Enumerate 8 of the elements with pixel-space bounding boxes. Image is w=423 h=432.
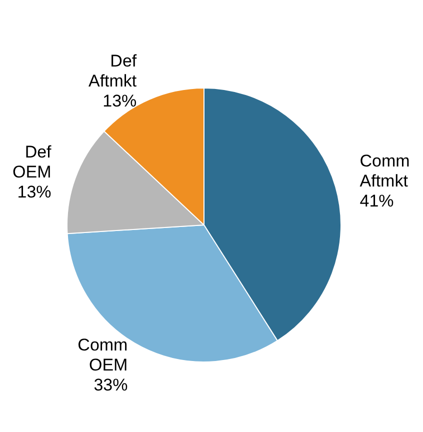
- slice-label: Comm OEM: [78, 335, 128, 374]
- data-label: 13%: [17, 182, 52, 202]
- slice-label: Comm Aftmkt: [360, 152, 410, 191]
- data-label: 13%: [102, 91, 137, 110]
- slice-label: Def Aftmkt: [88, 51, 137, 90]
- slice-label: Def OEM: [12, 142, 52, 182]
- data-label: 41%: [360, 192, 394, 211]
- data-label: 33%: [94, 375, 128, 394]
